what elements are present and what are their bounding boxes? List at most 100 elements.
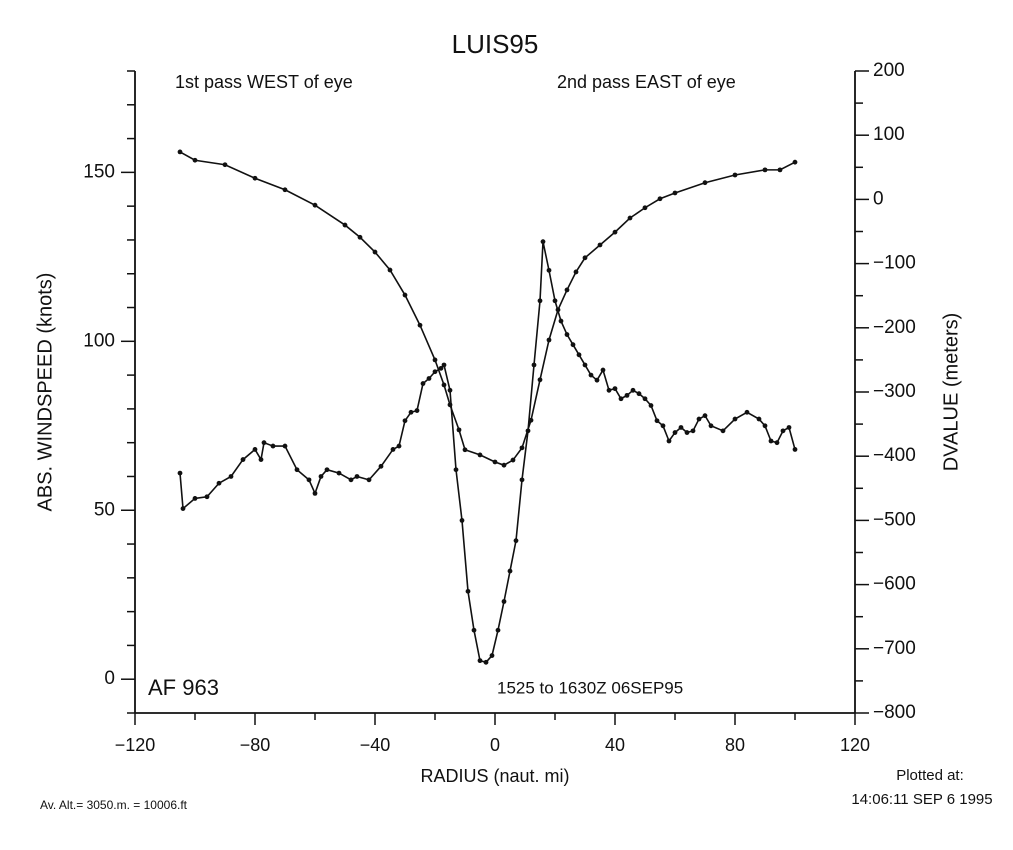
point xyxy=(600,367,606,373)
point xyxy=(768,438,774,444)
point xyxy=(258,457,264,462)
point xyxy=(513,538,519,544)
point xyxy=(270,443,276,449)
point xyxy=(180,506,186,511)
x-tick-label: 80 xyxy=(725,735,745,755)
point xyxy=(414,408,420,413)
point xyxy=(483,659,489,665)
point xyxy=(756,416,762,422)
point xyxy=(396,443,402,449)
point xyxy=(447,402,453,408)
annotation: AF 963 xyxy=(148,675,219,700)
point xyxy=(630,387,636,393)
point xyxy=(597,242,603,248)
x-tick-label: −120 xyxy=(115,735,156,755)
y2-tick-label: −500 xyxy=(873,509,916,530)
point xyxy=(537,298,543,304)
y2-tick-label: −300 xyxy=(873,381,916,402)
point xyxy=(642,396,648,402)
point xyxy=(438,365,444,371)
point xyxy=(240,457,246,462)
point xyxy=(492,459,498,465)
x-tick-label: −80 xyxy=(240,735,271,755)
point xyxy=(618,396,624,402)
point xyxy=(537,377,543,383)
point xyxy=(612,229,618,235)
point xyxy=(777,167,783,173)
point xyxy=(261,440,267,446)
point xyxy=(402,418,408,424)
point xyxy=(744,409,750,415)
point xyxy=(720,428,726,434)
point xyxy=(780,428,786,434)
point xyxy=(660,423,666,429)
point xyxy=(252,175,258,181)
point xyxy=(792,159,798,165)
point xyxy=(294,467,300,473)
point xyxy=(306,477,312,483)
point xyxy=(702,413,708,419)
point xyxy=(507,568,513,574)
point xyxy=(564,332,570,337)
point xyxy=(366,477,372,483)
point xyxy=(612,386,618,392)
point xyxy=(588,372,594,378)
point xyxy=(531,362,537,368)
point xyxy=(177,470,183,476)
point xyxy=(432,369,438,375)
point xyxy=(678,425,684,430)
point xyxy=(702,180,708,186)
point xyxy=(495,627,501,633)
point xyxy=(402,292,408,298)
y-tick-label: 50 xyxy=(94,499,115,520)
y-tick-label: 100 xyxy=(83,330,115,351)
point xyxy=(324,467,330,473)
point xyxy=(420,381,426,386)
point xyxy=(417,322,423,328)
series-line xyxy=(179,241,796,664)
point xyxy=(708,423,714,429)
point xyxy=(540,239,546,245)
point xyxy=(441,382,447,388)
y2-tick-label: −100 xyxy=(873,253,916,274)
point xyxy=(696,416,702,422)
y-axis-label: ABS. WINDSPEED (knots) xyxy=(34,273,56,512)
point xyxy=(732,172,738,178)
annotation: 1st pass WEST of eye xyxy=(175,72,353,92)
point xyxy=(552,298,558,304)
point xyxy=(582,362,588,368)
point xyxy=(666,438,672,444)
y-tick-label: 0 xyxy=(104,668,115,689)
point xyxy=(642,205,648,211)
point xyxy=(477,658,483,664)
series-line xyxy=(179,151,796,467)
y2-axis-label: DVALUE (meters) xyxy=(940,313,962,472)
point xyxy=(648,403,654,408)
point xyxy=(465,588,471,594)
x-tick-label: −40 xyxy=(360,735,391,755)
point xyxy=(378,463,384,469)
point xyxy=(546,337,552,343)
point xyxy=(462,447,468,453)
annotation: 14:06:11 SEP 6 1995 xyxy=(851,791,992,808)
point xyxy=(624,392,630,398)
point xyxy=(519,477,525,483)
point xyxy=(501,599,507,604)
point xyxy=(312,490,318,496)
point xyxy=(555,307,561,313)
point xyxy=(192,496,198,501)
point xyxy=(786,425,792,430)
point xyxy=(594,377,600,383)
point xyxy=(489,653,495,658)
annotation: Av. Alt.= 3050.m. = 10006.ft xyxy=(40,798,188,812)
point xyxy=(573,269,579,275)
annotation: 2nd pass EAST of eye xyxy=(557,72,736,92)
x-axis-label: RADIUS (naut. mi) xyxy=(420,766,569,786)
y2-tick-label: −400 xyxy=(873,445,916,466)
point xyxy=(762,423,768,429)
point xyxy=(408,409,414,415)
y2-tick-label: −700 xyxy=(873,638,916,659)
point xyxy=(510,457,516,463)
point xyxy=(570,342,576,348)
